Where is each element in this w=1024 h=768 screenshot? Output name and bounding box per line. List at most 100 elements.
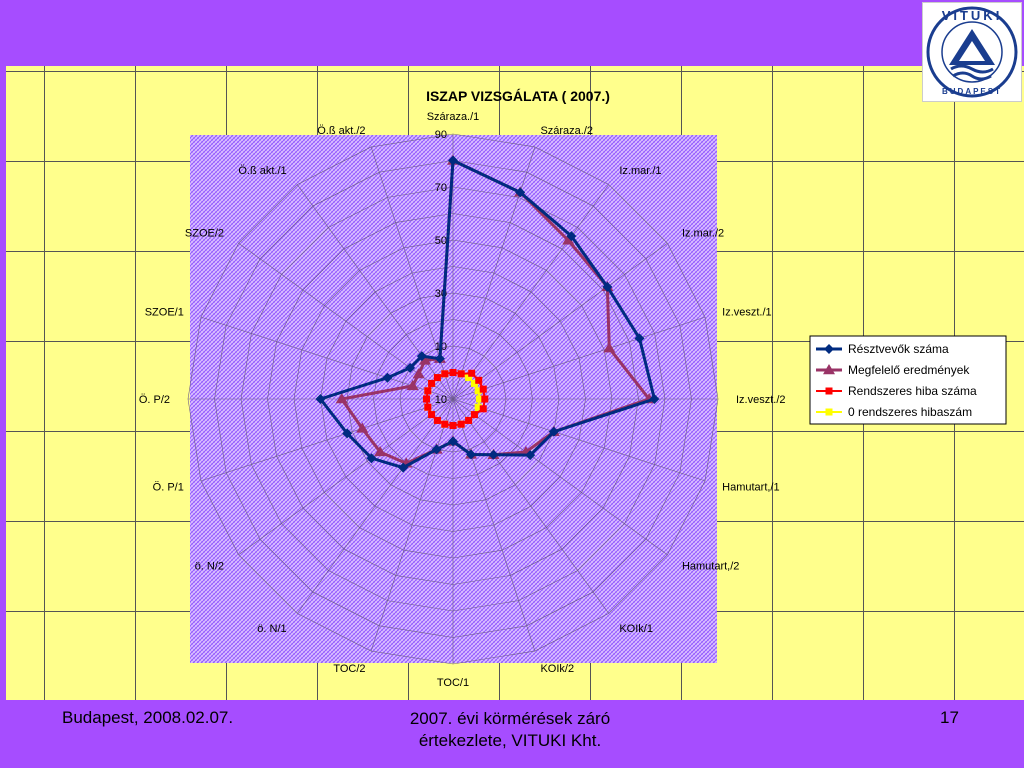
radial-tick-label: 70 — [435, 182, 447, 194]
legend-entry: Résztvevők száma — [816, 342, 949, 356]
data-point — [603, 342, 616, 353]
category-label: TOC/1 — [437, 677, 469, 689]
data-point — [428, 411, 436, 419]
grid-spoke — [452, 398, 706, 482]
svg-text:VITUKI: VITUKI — [942, 8, 1003, 23]
series-0 — [315, 155, 660, 473]
grid-spoke — [452, 398, 536, 652]
footer-date: Budapest, 2008.02.07. — [62, 708, 234, 727]
data-point — [418, 354, 431, 365]
radar-grid — [187, 133, 719, 665]
category-label: Hamutart,/2 — [682, 560, 739, 572]
data-point — [424, 387, 432, 395]
category-label: Száraza./2 — [540, 125, 593, 137]
legend-label: Megfelelő eredmények — [848, 363, 970, 377]
footer-event-line2: értekezlete, VITUKI Kht. — [418, 731, 602, 750]
grid-spoke — [296, 398, 454, 614]
data-point — [602, 281, 613, 292]
category-label: SZOE/2 — [185, 228, 224, 240]
data-point — [374, 445, 387, 457]
data-point — [634, 333, 645, 344]
data-point — [479, 405, 487, 413]
grid-spoke — [452, 316, 706, 400]
data-point — [649, 394, 660, 404]
data-point — [457, 370, 465, 378]
category-labels: Száraza./1 Száraza./2 Iz.mar./1 Iz.mar./2 Iz… — [139, 111, 786, 689]
category-label: Ö.ß akt./1 — [238, 165, 286, 177]
radial-tick-label: 50 — [435, 235, 447, 247]
radial-tick-label: 10 — [435, 394, 447, 406]
legend-label: 0 rendszeres hibaszám — [848, 405, 972, 419]
data-point — [382, 372, 393, 383]
grid-spoke — [238, 398, 454, 556]
data-point — [470, 379, 478, 387]
legend-swatch-marker — [824, 344, 834, 354]
data-point — [465, 374, 473, 382]
data-point — [481, 395, 489, 403]
data-point — [515, 187, 526, 198]
footer-event: 2007. évi körmérések záró értekezlete, V… — [360, 708, 660, 752]
data-point — [468, 369, 476, 377]
data-series — [315, 154, 660, 473]
data-point — [488, 449, 499, 460]
data-point — [398, 462, 409, 473]
legend: Résztvevők száma Megfelelő eredmények Rend… — [809, 335, 1007, 425]
legend-swatch-marker — [823, 364, 835, 375]
category-label: Iz.mar./2 — [682, 228, 724, 240]
data-point — [366, 453, 377, 464]
vituki-logo: VITUKI BUDAPEST — [922, 2, 1022, 102]
data-point — [465, 416, 473, 424]
legend-label: Résztvevők száma — [848, 342, 949, 356]
legend-entry: Megfelelő eredmények — [816, 363, 970, 377]
data-point — [416, 351, 427, 362]
category-label: Iz.veszt./2 — [736, 394, 786, 406]
category-label: Iz.mar./1 — [619, 165, 661, 177]
data-point — [470, 411, 478, 419]
data-point — [548, 426, 559, 437]
data-point — [479, 385, 487, 393]
data-point — [525, 450, 536, 461]
data-point — [434, 353, 445, 364]
legend-box — [809, 335, 1007, 425]
svg-text:BUDAPEST: BUDAPEST — [942, 87, 1002, 96]
data-point — [412, 368, 425, 379]
legend-entry: 0 rendszeres hibaszám — [816, 405, 972, 419]
category-label: Ö. P/1 — [153, 481, 184, 493]
legend-swatch-marker — [825, 387, 833, 395]
data-point — [475, 376, 483, 384]
data-point — [424, 403, 432, 411]
grid-spoke — [452, 398, 668, 556]
footer-event-line1: 2007. évi körmérések záró — [409, 709, 611, 728]
data-point — [448, 155, 458, 166]
category-label: ö. N/1 — [257, 623, 286, 635]
grid-spoke — [452, 242, 668, 400]
category-label: SZOE/1 — [145, 307, 184, 319]
series-2 — [423, 369, 489, 429]
data-point — [406, 379, 419, 391]
data-point — [474, 387, 482, 395]
data-point — [433, 374, 441, 382]
data-point — [433, 416, 441, 424]
legend-swatch-marker — [825, 408, 833, 416]
logo-mark: VITUKI BUDAPEST — [926, 6, 1018, 98]
data-point — [315, 394, 326, 404]
chart-title: ISZAP VIZSGÁLATA ( 2007.) — [426, 88, 610, 104]
grid-spoke — [200, 398, 454, 482]
page-number: 17 — [940, 708, 959, 727]
data-point — [405, 362, 416, 373]
data-point — [449, 369, 457, 376]
data-point — [457, 420, 465, 428]
grid-spoke — [452, 398, 610, 614]
radial-tick-label: 90 — [435, 129, 447, 141]
data-point — [423, 395, 430, 403]
category-label: ö. N/2 — [195, 560, 224, 572]
grid-spoke — [370, 398, 454, 652]
data-point — [335, 393, 348, 404]
data-point — [441, 370, 449, 378]
grid-spoke — [452, 184, 610, 400]
category-label: KOIk/1 — [619, 623, 653, 635]
category-label: Ö.ß akt./2 — [317, 125, 365, 137]
data-point — [476, 395, 483, 403]
legend-entry: Rendszeres hiba száma — [816, 384, 977, 398]
data-point — [566, 231, 577, 242]
